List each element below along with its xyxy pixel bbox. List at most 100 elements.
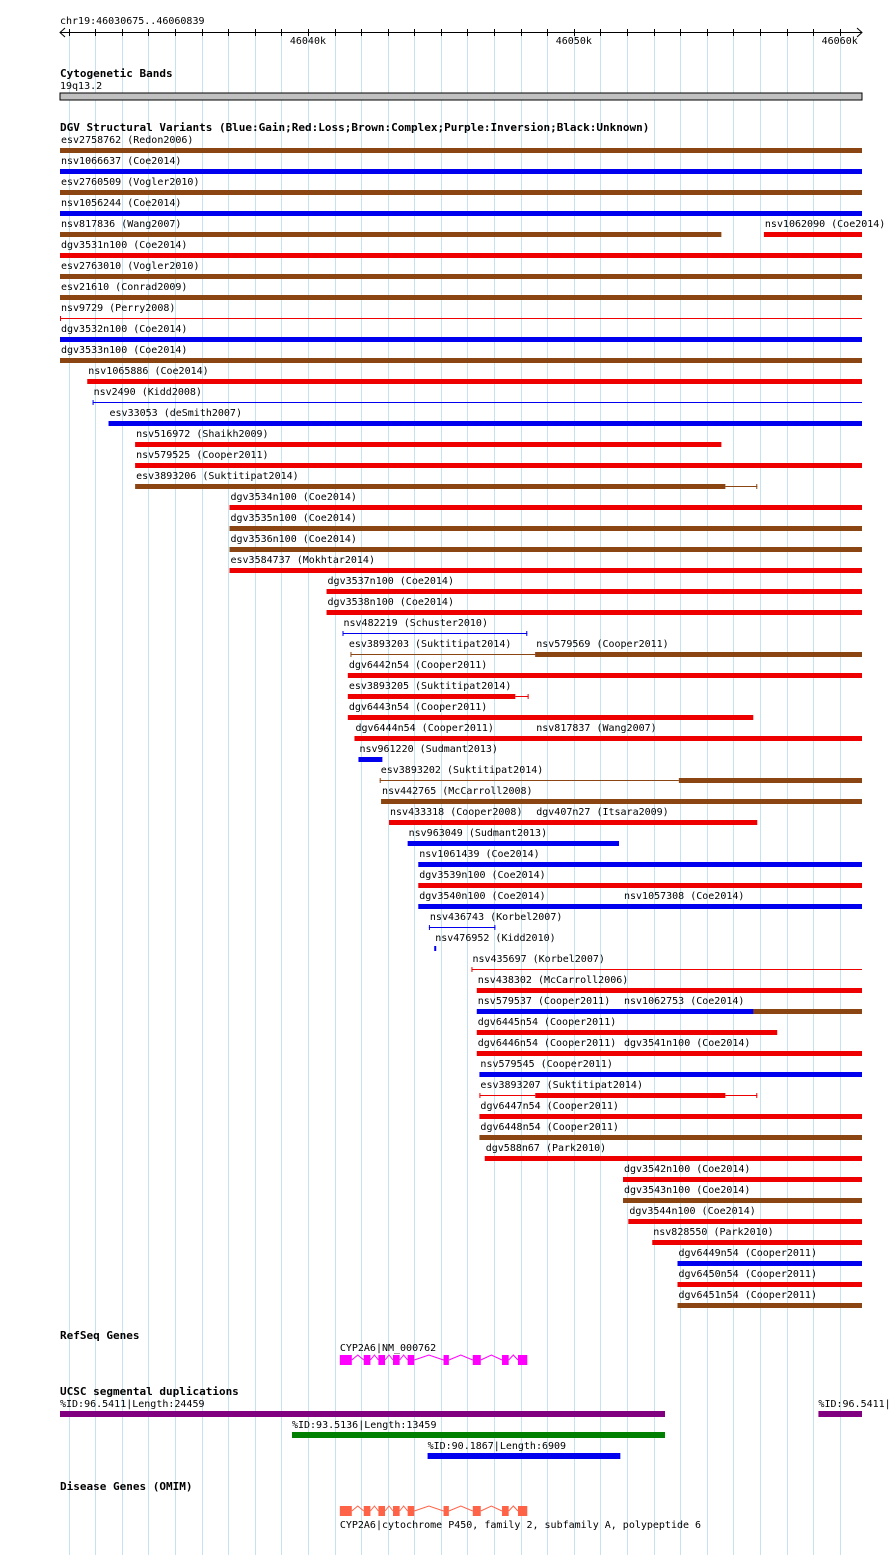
variant-bar [677, 1282, 862, 1287]
variant-bar [60, 169, 862, 174]
segdup-feature: %ID:90.1867|Length:6909 [427, 1441, 621, 1459]
variant-feature: dgv3535n100 (Coe2014) [229, 513, 862, 531]
variant-feature: dgv588n67 (Park2010) [484, 1143, 862, 1161]
gene-exon [339, 1355, 352, 1365]
variant-feature: dgv6450n54 (Cooper2011) [677, 1269, 862, 1287]
variant-label: nsv1066637 (Coe2014) [61, 156, 181, 167]
variant-feature: dgv3534n100 (Coe2014) [229, 492, 862, 510]
segdup-bar [60, 1411, 666, 1417]
gene-exon [378, 1355, 386, 1365]
variant-label: nsv476952 (Kidd2010) [435, 933, 555, 944]
locus-label: chr19:46030675..46060839 [60, 16, 205, 27]
variant-label: esv2763010 (Vogler2010) [61, 261, 199, 272]
variant-bar [652, 1240, 862, 1245]
variant-label: dgv3531n100 (Coe2014) [61, 240, 187, 251]
gene-intron [399, 1505, 409, 1512]
refseq-title: RefSeq Genes [60, 1329, 139, 1342]
gene-exon [363, 1355, 371, 1365]
variant-feature: esv2758762 (Redon2006) [60, 135, 862, 153]
variant-feature: esv3584737 (Mokhtar2014) [229, 555, 862, 573]
variant-feature: nsv1062090 (Coe2014) [763, 219, 885, 237]
ruler-tick-label: 46040k [290, 36, 326, 47]
variant-feature: nsv2490 (Kidd2008) [92, 387, 862, 405]
variant-label: dgv6450n54 (Cooper2011) [679, 1269, 817, 1280]
variant-label: nsv9729 (Perry2008) [61, 303, 175, 314]
variant-label: nsv435697 (Korbel2007) [472, 954, 604, 965]
variant-label: dgv6445n54 (Cooper2011) [478, 1017, 616, 1028]
refseq-track: RefSeq Genes CYP2A6|NM_000762 [60, 1329, 528, 1365]
variant-bar [418, 904, 862, 909]
variant-bar [60, 295, 862, 300]
variant-bar [418, 883, 862, 888]
variant-feature: nsv438302 (McCarroll2006) [476, 975, 862, 993]
variant-feature: esv3893205 (Suktitipat2014) [347, 681, 529, 699]
gene-label: CYP2A6|NM_000762 [340, 1343, 436, 1354]
gene-exon [407, 1355, 415, 1365]
variant-label: dgv6451n54 (Cooper2011) [679, 1290, 817, 1301]
variant-label: nsv433318 (Cooper2008) [390, 807, 522, 818]
omim-title: Disease Genes (OMIM) [60, 1480, 192, 1493]
variant-label: dgv6446n54 (Cooper2011) [478, 1038, 616, 1049]
variant-bar [476, 1030, 778, 1035]
variant-label: dgv6443n54 (Cooper2011) [349, 702, 487, 713]
variant-feature: nsv817836 (Wang2007) [60, 219, 722, 237]
variant-label: nsv579525 (Cooper2011) [136, 450, 268, 461]
variant-label: dgv6447n54 (Cooper2011) [480, 1101, 618, 1112]
variant-feature: dgv3532n100 (Coe2014) [60, 324, 862, 342]
variant-bar [108, 421, 862, 426]
segdup-label: %ID:96.5411|Length:24459 [60, 1399, 205, 1410]
segdup-feature: %ID:96.5411| [818, 1399, 890, 1417]
variant-label: nsv438302 (McCarroll2006) [478, 975, 629, 986]
variant-label: esv2758762 (Redon2006) [61, 135, 193, 146]
gene-exon [378, 1506, 386, 1516]
variant-bar [476, 988, 862, 993]
variant-bar [763, 232, 862, 237]
gene-exon [443, 1355, 449, 1365]
gene-intron [414, 1505, 444, 1512]
grid-lines [69, 30, 841, 1555]
variant-feature: nsv436743 (Korbel2007) [428, 912, 562, 930]
variant-bar [135, 484, 726, 489]
variant-label: nsv436743 (Korbel2007) [430, 912, 562, 923]
variant-feature: dgv3544n100 (Coe2014) [628, 1206, 862, 1224]
variant-feature: nsv476952 (Kidd2010) [434, 933, 556, 951]
variant-feature: esv2763010 (Vogler2010) [60, 261, 862, 279]
variant-label: nsv1056244 (Coe2014) [61, 198, 181, 209]
gene-exon [393, 1355, 400, 1365]
variant-feature: nsv579537 (Cooper2011) [476, 996, 754, 1014]
gene-exon [517, 1506, 528, 1516]
gene-intron [384, 1354, 394, 1361]
gene-intron [448, 1354, 473, 1361]
segdup-bar [818, 1411, 862, 1417]
variant-feature: dgv6451n54 (Cooper2011) [677, 1290, 862, 1308]
variant-bar [347, 715, 754, 720]
variant-bar [418, 862, 862, 867]
variant-label: nsv1062753 (Coe2014) [624, 996, 744, 1007]
variant-bar [229, 547, 862, 552]
variant-feature: nsv435697 (Korbel2007) [471, 954, 862, 972]
ruler-left-arrow [59, 27, 66, 38]
gene-intron [448, 1505, 473, 1512]
variant-bar [60, 211, 862, 216]
variant-bar [479, 1072, 862, 1077]
variant-bar [381, 799, 862, 804]
segdup-feature: %ID:96.5411|Length:24459 [60, 1399, 666, 1417]
variant-bar [347, 673, 862, 678]
variant-bar [60, 253, 862, 258]
variant-label: dgv3534n100 (Coe2014) [230, 492, 356, 503]
variant-label: nsv961220 (Sudmant2013) [359, 744, 497, 755]
variant-bar [60, 232, 722, 237]
variant-feature: dgv6447n54 (Cooper2011) [479, 1101, 862, 1119]
gene-intron [480, 1354, 503, 1361]
variant-feature: nsv516972 (Shaikh2009) [135, 429, 722, 447]
gene-intron [480, 1505, 503, 1512]
variant-feature: dgv3537n100 (Coe2014) [326, 576, 862, 594]
variant-bar [347, 694, 516, 699]
variant-feature: dgv6443n54 (Cooper2011) [347, 702, 754, 720]
segdup-bar [291, 1432, 666, 1438]
variant-bar [535, 652, 862, 657]
ruler-tick-label: 46050k [556, 36, 592, 47]
variant-label: dgv3539n100 (Coe2014) [419, 870, 545, 881]
variant-label: nsv1065886 (Coe2014) [88, 366, 208, 377]
gene-intron [384, 1505, 394, 1512]
